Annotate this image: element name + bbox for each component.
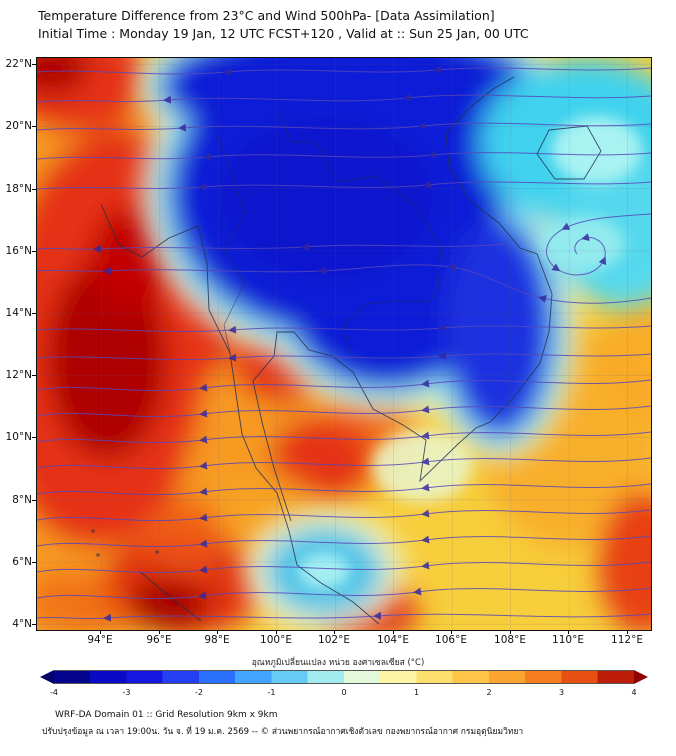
colorbar-tick-label: 1 (413, 688, 420, 697)
y-tick-label: 18°N (0, 182, 37, 196)
colorbar-tick-label: 3 (558, 688, 565, 697)
y-tick-label: 10°N (0, 430, 37, 444)
colorbar-tick-label: 4 (631, 688, 637, 697)
y-tick-label: 16°N (0, 244, 37, 258)
x-tick-label: 94°E (78, 630, 122, 647)
x-tick-label: 98°E (195, 630, 239, 647)
page-title: Temperature Difference from 23°C and Win… (38, 8, 495, 23)
colorbar-tick-label: 0 (341, 688, 347, 697)
x-tick-label: 104°E (371, 630, 415, 647)
map-plot-area (36, 57, 652, 631)
footer-model-info: WRF-DA Domain 01 :: Grid Resolution 9km … (55, 710, 278, 720)
x-tick-label: 100°E (254, 630, 298, 647)
colorbar-tick-label: -4 (50, 688, 58, 697)
x-tick-label: 102°E (312, 630, 356, 647)
footer-update-info: ปรับปรุงข้อมูล ณ เวลา 19:00น. วัน จ. ที่… (42, 727, 524, 737)
y-tick-label: 14°N (0, 306, 37, 320)
y-tick-label: 4°N (0, 617, 37, 631)
x-tick-label: 108°E (488, 630, 532, 647)
colorbar-tick-label: -1 (267, 688, 276, 697)
y-tick-label: 6°N (0, 555, 37, 569)
y-tick-label: 22°N (0, 57, 37, 71)
colorbar-tick-label: 2 (486, 688, 492, 697)
colorbar-right-arrow (634, 670, 648, 684)
cyclone-streamline (546, 213, 651, 276)
page-subtitle: Initial Time : Monday 19 Jan, 12 UTC FCS… (38, 26, 529, 41)
wind-streamlines (37, 65, 651, 622)
colorbar-label: อุณหภูมิเปลี่ยนแปลง หน่วย องศาเซลเซียส (… (251, 658, 425, 668)
y-tick-label: 12°N (0, 368, 37, 382)
y-tick-label: 8°N (0, 493, 37, 507)
colorbar-tick-label: -2 (195, 688, 203, 697)
colorbar-tick-label: -3 (122, 688, 131, 697)
map-canvas (37, 58, 651, 630)
colorbar (40, 670, 648, 684)
colorbar-left-arrow (40, 670, 54, 684)
x-tick-label: 110°E (546, 630, 590, 647)
colorbar-gradient (54, 670, 634, 684)
colorbar-ticks: -4 -3 -2 -1 0 1 2 3 4 (50, 687, 637, 699)
x-tick-label: 96°E (137, 630, 181, 647)
y-tick-label: 20°N (0, 119, 37, 133)
x-tick-label: 112°E (605, 630, 649, 647)
x-tick-label: 106°E (429, 630, 473, 647)
streamline-around-cyclone (37, 263, 651, 304)
